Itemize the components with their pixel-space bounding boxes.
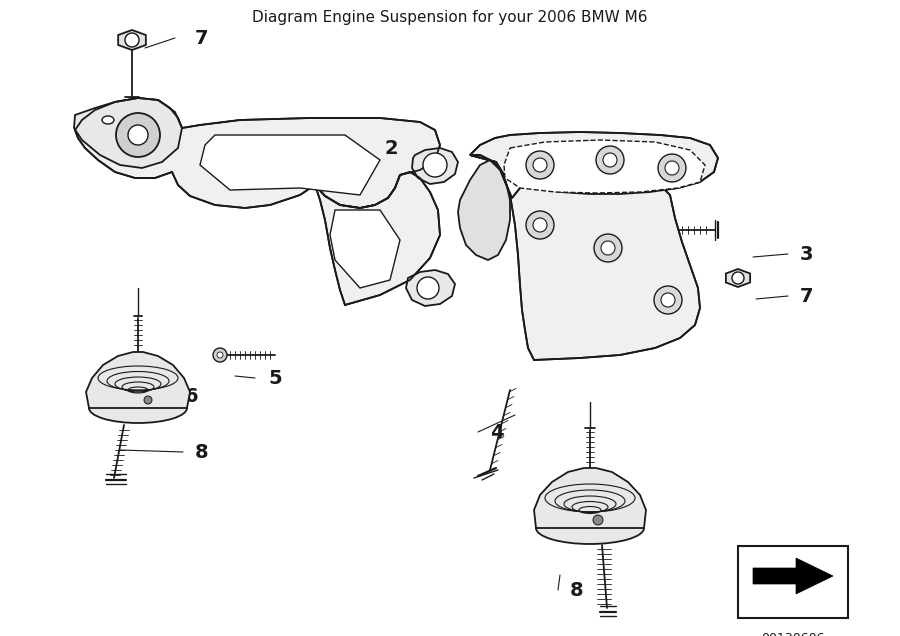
Polygon shape xyxy=(75,98,440,208)
Circle shape xyxy=(128,125,148,145)
Polygon shape xyxy=(412,148,458,184)
Circle shape xyxy=(533,158,547,172)
Polygon shape xyxy=(470,155,700,360)
Text: 2: 2 xyxy=(385,139,399,158)
Polygon shape xyxy=(315,172,440,305)
Polygon shape xyxy=(406,270,455,306)
Circle shape xyxy=(217,352,223,358)
Circle shape xyxy=(665,161,679,175)
Circle shape xyxy=(423,153,447,177)
Circle shape xyxy=(593,515,603,525)
Circle shape xyxy=(526,211,554,239)
Ellipse shape xyxy=(89,393,187,423)
Polygon shape xyxy=(726,269,750,287)
Text: 7: 7 xyxy=(195,29,209,48)
Text: 8: 8 xyxy=(195,443,209,462)
Polygon shape xyxy=(74,98,182,168)
Circle shape xyxy=(116,113,160,157)
Text: 6: 6 xyxy=(570,513,583,532)
Text: 3: 3 xyxy=(800,244,814,263)
Polygon shape xyxy=(504,140,705,193)
Text: 8: 8 xyxy=(570,581,583,600)
Circle shape xyxy=(213,348,227,362)
Circle shape xyxy=(533,218,547,232)
Polygon shape xyxy=(86,352,190,408)
Circle shape xyxy=(144,396,152,404)
Text: 1: 1 xyxy=(582,139,596,158)
Ellipse shape xyxy=(536,512,644,544)
Circle shape xyxy=(417,277,439,299)
Circle shape xyxy=(594,234,622,262)
Bar xyxy=(738,546,848,618)
Polygon shape xyxy=(118,30,146,50)
Text: Diagram Engine Suspension for your 2006 BMW M6: Diagram Engine Suspension for your 2006 … xyxy=(252,10,648,25)
Circle shape xyxy=(526,151,554,179)
Polygon shape xyxy=(753,558,833,594)
Circle shape xyxy=(603,153,617,167)
Text: 6: 6 xyxy=(185,387,199,406)
Polygon shape xyxy=(534,468,646,528)
Circle shape xyxy=(654,286,682,314)
Circle shape xyxy=(732,272,744,284)
Text: 00130606: 00130606 xyxy=(761,632,824,636)
Polygon shape xyxy=(330,210,400,288)
Circle shape xyxy=(661,293,675,307)
Text: 5: 5 xyxy=(268,368,282,387)
Circle shape xyxy=(125,33,139,47)
Circle shape xyxy=(658,154,686,182)
Text: 7: 7 xyxy=(800,286,814,305)
Polygon shape xyxy=(458,160,510,260)
Text: 4: 4 xyxy=(490,422,504,441)
Polygon shape xyxy=(200,135,380,195)
Circle shape xyxy=(601,241,615,255)
Polygon shape xyxy=(470,132,718,194)
Circle shape xyxy=(596,146,624,174)
Ellipse shape xyxy=(102,116,114,124)
